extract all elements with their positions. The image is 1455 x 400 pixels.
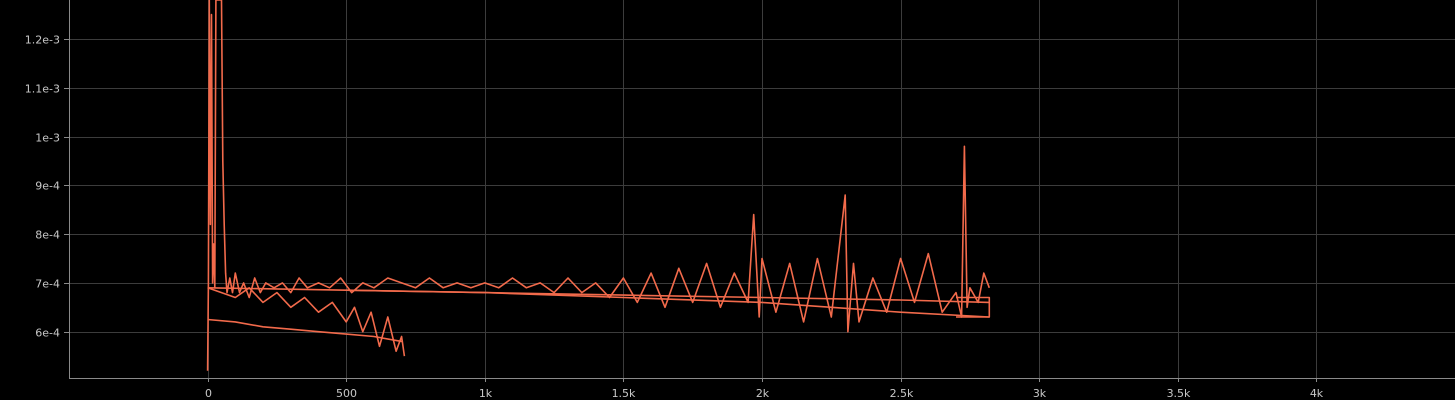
y-tick-label: 8e-4 [35, 229, 60, 242]
axes [64, 0, 1455, 382]
tick-labels: 0 500 1k 1.5k 2k 2.5k 3k 3.5k 4k 6e-4 7e-4 8e-4 9e-4… [25, 34, 1324, 400]
x-tick-label: 500 [336, 387, 357, 400]
x-tick-label: 1.5k [612, 387, 636, 400]
y-tick-label: 6e-4 [35, 327, 60, 340]
x-tick-label: 3k [1033, 387, 1047, 400]
y-tick-label: 1e-3 [35, 132, 60, 145]
series-line-6 [956, 296, 991, 318]
series-line-4 [207, 287, 990, 304]
x-tick-label: 4k [1310, 387, 1324, 400]
y-tick-label: 1.2e-3 [25, 34, 60, 47]
x-tick-label: 1k [479, 387, 493, 400]
y-tick-label: 7e-4 [35, 278, 60, 291]
series-line-5 [346, 289, 990, 318]
series-line-3 [207, 318, 402, 343]
y-tick-label: 9e-4 [35, 180, 60, 193]
grid [69, 0, 1455, 378]
x-tick-label: 2.5k [890, 387, 914, 400]
series-line-1 [206, 0, 991, 371]
series-group [206, 0, 991, 371]
x-tick-label: 0 [205, 387, 212, 400]
x-tick-label: 2k [756, 387, 770, 400]
y-tick-label: 1.1e-3 [25, 83, 60, 96]
x-tick-label: 3.5k [1167, 387, 1191, 400]
